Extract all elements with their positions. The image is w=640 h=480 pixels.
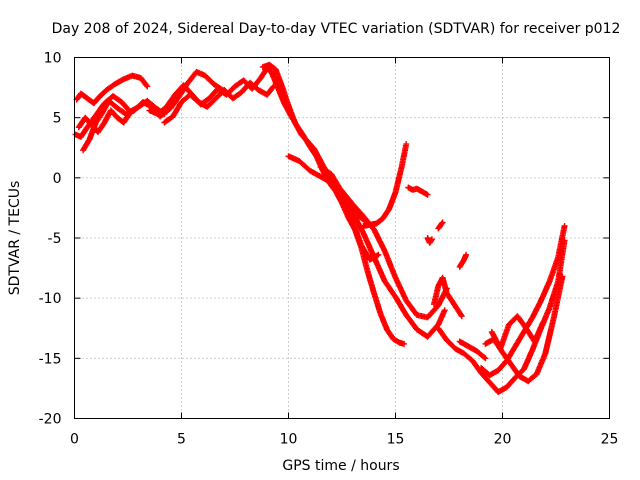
data-point-markers <box>488 313 547 352</box>
y-tick-label: -5 <box>48 231 62 247</box>
series-sat-track-19 <box>478 223 568 379</box>
data-point-markers <box>161 79 277 126</box>
x-tick-label: 10 <box>280 432 298 448</box>
series-sat-track-16 <box>435 219 446 232</box>
series-sat-track-12 <box>360 141 410 229</box>
y-axis-label: SDTVAR / TECUs <box>7 181 23 296</box>
data-point-markers <box>341 201 382 263</box>
plot-frame <box>74 57 610 419</box>
data-points <box>72 61 568 395</box>
series-sat-track-14 <box>424 235 435 246</box>
x-tick-label: 5 <box>177 432 186 448</box>
data-point-markers <box>268 68 408 347</box>
tick-labels: 0 5 10 15 20 25 -20 -15 -10 -5 0 5 10 <box>39 51 619 448</box>
grid-lines <box>74 57 610 419</box>
series-sat-track-4 <box>75 107 134 136</box>
x-tick-label: 0 <box>70 432 79 448</box>
data-point-markers <box>75 107 134 136</box>
series-sat-track-6 <box>161 79 277 126</box>
data-point-markers <box>405 184 431 198</box>
series-sat-track-18 <box>435 237 568 395</box>
series-sat-track-1 <box>73 72 151 107</box>
data-point-markers <box>478 223 568 379</box>
data-point-markers <box>360 141 410 229</box>
data-point-markers <box>456 338 489 362</box>
data-point-markers <box>435 219 446 232</box>
y-tick-label: -20 <box>39 412 62 428</box>
data-point-markers <box>456 251 470 270</box>
data-point-markers <box>431 274 465 320</box>
x-tick-label: 15 <box>387 432 405 448</box>
series-sat-track-11 <box>341 201 382 263</box>
y-tick-label: 10 <box>44 51 62 67</box>
series-sat-track-13 <box>405 184 431 198</box>
data-point-markers <box>73 72 151 107</box>
series-sat-track-17 <box>456 251 470 270</box>
y-tick-label: -10 <box>39 291 62 307</box>
series-sat-track-21 <box>488 313 547 352</box>
x-tick-label: 20 <box>494 432 512 448</box>
data-point-markers <box>424 235 435 246</box>
chart-title: Day 208 of 2024, Sidereal Day-to-day VTE… <box>52 21 621 37</box>
data-point-markers <box>435 237 568 395</box>
series-sat-track-22 <box>456 338 489 362</box>
x-tick-label: 25 <box>601 432 619 448</box>
y-tick-label: 0 <box>53 171 62 187</box>
series-sat-track-15 <box>431 274 465 320</box>
y-tick-label: -15 <box>39 351 62 367</box>
x-axis-label: GPS time / hours <box>282 458 399 474</box>
y-tick-label: 5 <box>53 111 62 127</box>
series-sat-track-8 <box>268 68 408 347</box>
